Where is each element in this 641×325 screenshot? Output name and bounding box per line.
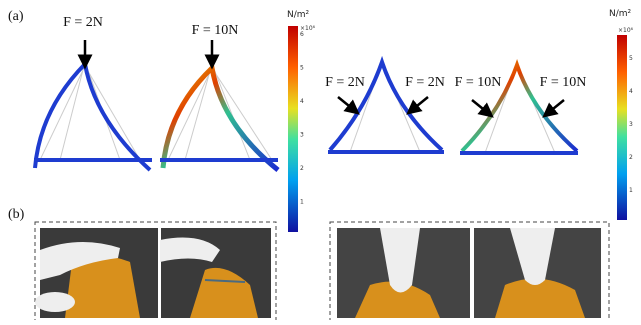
colorbar-tick-label: 1 [629,187,633,194]
colorbar-tick-label: 2 [629,154,633,161]
page: {"panel_a": {"label": "(a)", "left": {"f… [0,0,641,320]
colorbar-tick-label: 2 [300,165,304,172]
force-label: F = 2N [63,15,103,30]
colorbar-tick-label: 5 [629,55,633,62]
colorbar-tick-label: 3 [300,132,304,139]
force-label: F = 10N [455,75,502,90]
colorbar [617,35,627,220]
colorbar [288,26,298,232]
figure: (a) (b) F = 2N F = 10N F = 2N F = 2N F =… [0,0,641,320]
panel-label: (a) [8,9,24,24]
colorbar-unit: N/m² [609,9,632,19]
photo [337,228,470,318]
colorbar-scale: ×10⁶ [618,27,634,34]
colorbar-unit: N/m² [287,10,310,20]
fea-model [34,40,278,170]
colorbar-tick-label: 3 [629,121,633,128]
panel-label: (b) [8,207,25,222]
colorbar-tick-label: 1 [300,199,304,206]
colorbar-tick-label: 5 [300,65,304,72]
colorbar-tick-label: 4 [300,98,304,105]
force-label: F = 2N [325,75,365,90]
colorbar-tick-label: 4 [629,88,633,95]
force-label: F = 2N [405,75,445,90]
force-label: F = 10N [192,23,239,38]
photo [35,228,158,318]
photo [474,228,601,318]
photo [160,228,271,318]
force-label: F = 10N [540,75,587,90]
colorbar-tick-label: 6 [300,31,304,38]
